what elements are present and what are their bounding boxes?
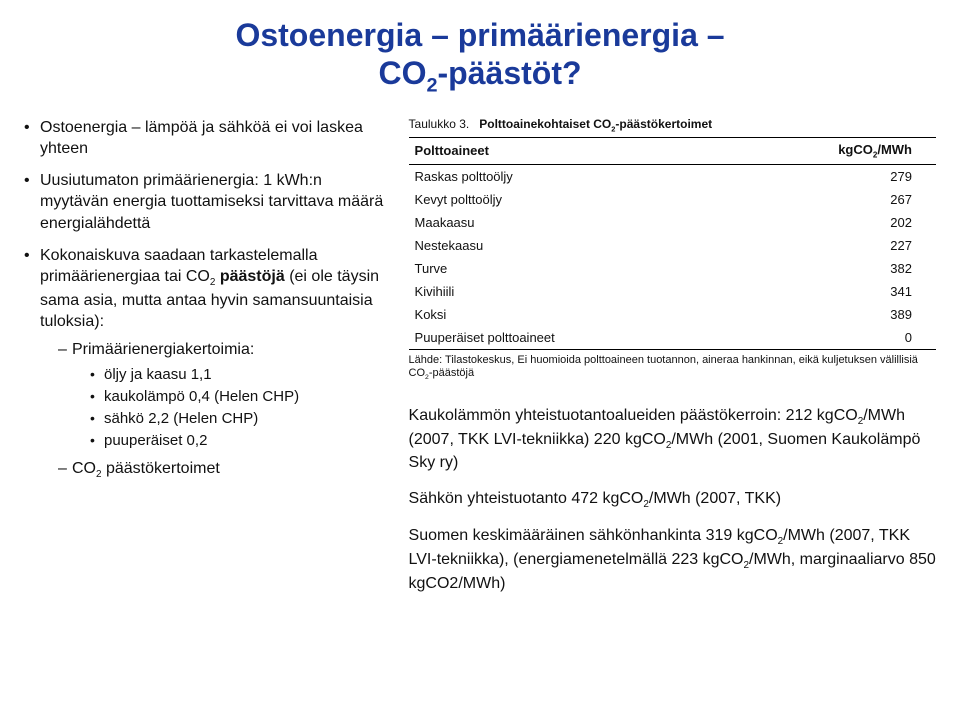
table-row: Puuperäiset polttoaineet0 bbox=[409, 326, 936, 350]
emissions-table: Polttoaineet kgCO2/MWh Raskas polttoöljy… bbox=[409, 137, 936, 350]
cell-value: 267 bbox=[722, 188, 936, 211]
para: Kaukolämmön yhteistuotantoalueiden pääst… bbox=[409, 405, 936, 474]
left-column: Ostoenergia – lämpöä ja sähköä ei voi la… bbox=[24, 117, 391, 609]
cell-fuel: Kivihiili bbox=[409, 280, 723, 303]
table-row: Turve382 bbox=[409, 257, 936, 280]
right-column: Taulukko 3. Polttoainekohtaiset CO2-pääs… bbox=[409, 117, 936, 609]
table-footnote: Lähde: Tilastokeskus, Ei huomioida poltt… bbox=[409, 354, 936, 383]
cell-fuel: Turve bbox=[409, 257, 723, 280]
dash-item: CO2 päästökertoimet bbox=[58, 458, 391, 482]
cell-value: 279 bbox=[722, 164, 936, 188]
table-row: Nestekaasu227 bbox=[409, 234, 936, 257]
bullet-item: Kokonaiskuva saadaan tarkastelemalla pri… bbox=[24, 245, 391, 482]
col-header-value: kgCO2/MWh bbox=[722, 137, 936, 164]
cell-fuel: Maakaasu bbox=[409, 211, 723, 234]
table-caption: Taulukko 3. Polttoainekohtaiset CO2-pääs… bbox=[409, 117, 936, 133]
title-line2: CO2-päästöt? bbox=[378, 55, 581, 91]
cell-fuel: Raskas polttoöljy bbox=[409, 164, 723, 188]
dot-item: öljy ja kaasu 1,1 bbox=[90, 365, 391, 385]
cell-value: 382 bbox=[722, 257, 936, 280]
table-row: Kivihiili341 bbox=[409, 280, 936, 303]
table-row: Koksi389 bbox=[409, 303, 936, 326]
cell-value: 227 bbox=[722, 234, 936, 257]
cell-value: 341 bbox=[722, 280, 936, 303]
dot-item: sähkö 2,2 (Helen CHP) bbox=[90, 409, 391, 429]
title-line1: Ostoenergia – primäärienergia – bbox=[235, 17, 724, 53]
table-row: Raskas polttoöljy279 bbox=[409, 164, 936, 188]
content-columns: Ostoenergia – lämpöä ja sähköä ei voi la… bbox=[24, 117, 936, 609]
para: Suomen keskimääräinen sähkönhankinta 319… bbox=[409, 525, 936, 594]
info-paragraphs: Kaukolämmön yhteistuotantoalueiden pääst… bbox=[409, 405, 936, 594]
table-header-row: Polttoaineet kgCO2/MWh bbox=[409, 137, 936, 164]
bullet-list: Ostoenergia – lämpöä ja sähköä ei voi la… bbox=[24, 117, 391, 482]
cell-value: 389 bbox=[722, 303, 936, 326]
cell-fuel: Puuperäiset polttoaineet bbox=[409, 326, 723, 350]
cell-fuel: Koksi bbox=[409, 303, 723, 326]
table-row: Kevyt polttoöljy267 bbox=[409, 188, 936, 211]
dot-item: puuperäiset 0,2 bbox=[90, 431, 391, 451]
dash-list: Primäärienergiakertoimia: öljy ja kaasu … bbox=[40, 339, 391, 481]
cell-value: 0 bbox=[722, 326, 936, 350]
dash-item: Primäärienergiakertoimia: öljy ja kaasu … bbox=[58, 339, 391, 452]
col-header-fuel: Polttoaineet bbox=[409, 137, 723, 164]
page-title: Ostoenergia – primäärienergia – CO2-pääs… bbox=[24, 16, 936, 99]
dot-list: öljy ja kaasu 1,1 kaukolämpö 0,4 (Helen … bbox=[72, 365, 391, 452]
table-row: Maakaasu202 bbox=[409, 211, 936, 234]
cell-value: 202 bbox=[722, 211, 936, 234]
dot-item: kaukolämpö 0,4 (Helen CHP) bbox=[90, 387, 391, 407]
para: Sähkön yhteistuotanto 472 kgCO2/MWh (200… bbox=[409, 488, 936, 512]
bullet-item: Uusiutumaton primäärienergia: 1 kWh:n my… bbox=[24, 170, 391, 235]
cell-fuel: Kevyt polttoöljy bbox=[409, 188, 723, 211]
bullet-item: Ostoenergia – lämpöä ja sähköä ei voi la… bbox=[24, 117, 391, 160]
cell-fuel: Nestekaasu bbox=[409, 234, 723, 257]
